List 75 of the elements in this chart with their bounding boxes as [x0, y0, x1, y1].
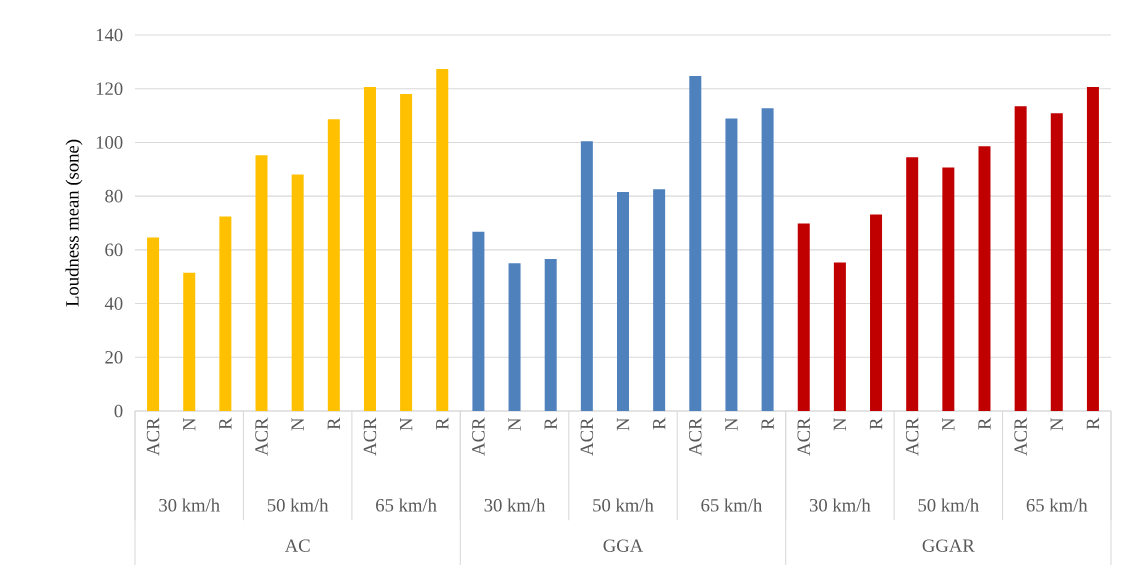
bar	[833, 262, 846, 411]
x-tick-label: N	[291, 417, 304, 431]
x-tick-label: ACR	[689, 417, 702, 456]
text: 30 km/h	[809, 498, 871, 512]
text: 50 km/h	[593, 498, 654, 512]
bar	[725, 118, 738, 411]
bar	[580, 141, 593, 411]
x-tick-label: ACR	[255, 417, 268, 456]
y-tick-label: 20	[105, 350, 123, 364]
x-tick-label: N	[942, 417, 955, 431]
bar	[617, 192, 629, 411]
y-tick-label: 100	[96, 136, 123, 149]
bar	[400, 94, 413, 411]
x-tick-label: N	[183, 417, 196, 431]
x-tick-label: ACR	[1014, 417, 1027, 456]
bar	[870, 214, 883, 411]
bar	[147, 237, 160, 411]
bar	[508, 263, 521, 411]
text: 30 km/h	[484, 498, 546, 512]
bar	[544, 258, 557, 411]
x-tick-label: N	[399, 417, 413, 431]
bar	[906, 157, 919, 411]
x-tick-label: N	[725, 417, 738, 431]
x-tick-label: R	[869, 417, 883, 430]
bar	[255, 155, 268, 411]
bar	[797, 223, 810, 411]
y-tick-label: 120	[96, 82, 123, 96]
x-tick-label: R	[327, 417, 340, 430]
x-tick-label: ACR	[580, 417, 594, 456]
y-tick-label: 0	[114, 404, 123, 418]
bar	[942, 167, 955, 411]
bar	[1014, 106, 1027, 411]
text: 30 km/h	[159, 498, 220, 512]
y-axis-title: Loudness mean (sone)	[65, 139, 83, 307]
text: 65 km/h	[701, 498, 763, 512]
x-tick-label: R	[761, 417, 774, 430]
x-tick-label: ACR	[146, 417, 160, 456]
y-tick-label: 140	[96, 28, 123, 42]
y-tick-label: 60	[105, 243, 123, 257]
text: 65 km/h	[1026, 498, 1088, 512]
bar	[978, 146, 991, 411]
text: AC	[284, 539, 310, 552]
bar	[219, 216, 232, 411]
bar	[689, 76, 702, 411]
bar	[327, 119, 340, 411]
x-tick-label: R	[219, 417, 232, 430]
x-tick-label: R	[544, 417, 557, 430]
text: GGAR	[922, 539, 975, 552]
bar	[472, 231, 485, 411]
text: GGA	[603, 539, 644, 552]
y-tick-label: 80	[105, 189, 123, 203]
bar	[1086, 87, 1099, 411]
bar	[183, 272, 196, 411]
x-tick-label: ACR	[797, 417, 811, 456]
x-tick-label: N	[1050, 417, 1063, 431]
bar	[761, 108, 774, 411]
text: 50 km/h	[918, 498, 979, 512]
x-tick-label: R	[653, 417, 666, 430]
x-tick-label: N	[833, 417, 846, 431]
y-tick-label: 40	[104, 297, 123, 310]
x-tick-label: N	[508, 417, 521, 431]
bar	[1050, 113, 1063, 411]
x-tick-label: ACR	[905, 417, 919, 456]
x-tick-label: R	[978, 417, 991, 430]
bar	[363, 87, 376, 411]
x-tick-label: ACR	[363, 417, 377, 456]
text: 50 km/h	[267, 498, 329, 512]
bar	[436, 69, 449, 411]
x-tick-label: R	[1086, 417, 1100, 430]
x-tick-label: ACR	[472, 417, 485, 456]
text: 65 km/h	[376, 498, 437, 512]
x-tick-label: R	[436, 417, 449, 430]
bar	[291, 174, 304, 411]
bar	[653, 189, 666, 411]
x-tick-label: N	[616, 417, 630, 431]
